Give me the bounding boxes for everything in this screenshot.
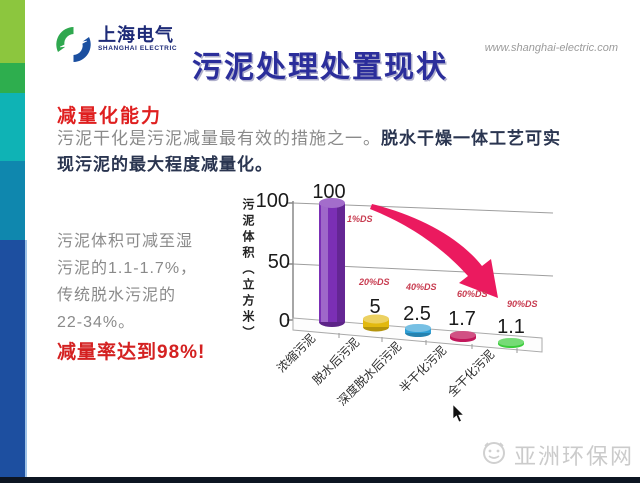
bar-semi-dried-sludge [450,331,476,342]
note-line: 22-34%。 [57,314,136,331]
sludge-volume-chart: 100 50 0 [235,170,640,440]
value-label-3: 2.5 [403,303,431,325]
stripe-segment-green [0,0,25,63]
company-logo: 上海电气 SHANGHAI ELECTRIC [55,26,285,68]
ytick-label-0: 0 [279,310,290,332]
bar1-shade [337,203,345,322]
watermark: 亚洲环保网 [480,438,634,471]
note-line: 污泥体积可减至湿 [57,233,194,250]
ds-label-3: 40%DS [405,282,437,292]
value-label-5: 1.1 [497,316,525,338]
value-label-1: 100 [312,181,345,203]
logo-text: 上海电气 SHANGHAI ELECTRIC [98,26,177,53]
stripe-segment-blue [0,240,27,477]
bar-dewatered-sludge [363,314,389,332]
value-label-4: 1.7 [448,308,476,330]
bar-deep-dewatered-sludge [405,324,431,337]
slide-title: 污泥处理处置现状 [192,51,448,84]
ds-label-4: 60%DS [457,289,488,299]
stripe-segment-teal [0,93,25,161]
category-label-5: 全干化污泥 [444,347,497,400]
bar1-highlight [321,203,328,322]
logo-name-en: SHANGHAI ELECTRIC [98,45,178,52]
note-line: 传统脱水污泥的 [57,287,177,304]
bar4-top-light [450,331,476,339]
chart-canvas: 100 50 0 [256,181,554,409]
ytick-label-50: 50 [268,251,290,273]
stripe-segment-steel-blue [0,161,25,240]
value-label-2: 5 [369,296,380,318]
bar1-body [319,203,345,322]
intro-plain-text: 污泥干化是污泥减量最有效的措施之一。 [57,129,381,148]
note-line: 污泥的1.1-1.7%， [57,260,198,277]
watermark-logo-icon [480,438,508,471]
bar-fully-dried-sludge [498,338,524,348]
bar3-top-light [405,324,431,332]
chart-y-axis-label: 污泥体积（立方米） [241,198,255,342]
bar2-top [363,314,389,324]
section-heading: 减量化能力 [57,106,163,127]
intro-bold-text: 脱水干燥一体工艺可实现污泥的最大程度减量化。 [57,129,561,174]
decreasing-trend-arrow [370,204,498,298]
bar3-top [405,324,431,332]
intro-paragraph: 污泥干化是污泥减量最有效的措施之一。脱水干燥一体工艺可实现污泥的最大程度减量化。 [57,126,571,178]
bar-thickened-sludge [319,198,345,327]
website-url: www.shanghai-electric.com [484,42,618,54]
reduction-rate-highlight: 减量率达到98%! [57,342,206,363]
ds-label-2: 20%DS [358,277,390,287]
ds-label-1: 1%DS [347,214,373,224]
left-color-stripe [0,0,27,477]
ds-label-5: 90%DS [507,299,538,309]
mouse-cursor-icon [452,403,466,428]
bar5-top [498,338,524,346]
watermark-text: 亚洲环保网 [514,443,635,469]
bar5-top-light [498,338,524,346]
bar4-top [450,331,476,339]
bar1-top [319,198,345,208]
bar2-top-light [363,314,389,324]
bar1-top-light [319,198,345,208]
volume-note: 污泥体积可减至湿 污泥的1.1-1.7%， 传统脱水污泥的 22-34%。 [57,228,237,336]
stripe-segment-dark-green [0,63,25,93]
category-label-1: 浓缩污泥 [274,331,319,376]
category-label-4: 半干化污泥 [397,343,449,395]
footer-bar [0,477,640,483]
ytick-label-100: 100 [256,190,289,212]
shanghai-electric-logo-icon [55,26,92,68]
logo-name-cn: 上海电气 [98,25,174,45]
